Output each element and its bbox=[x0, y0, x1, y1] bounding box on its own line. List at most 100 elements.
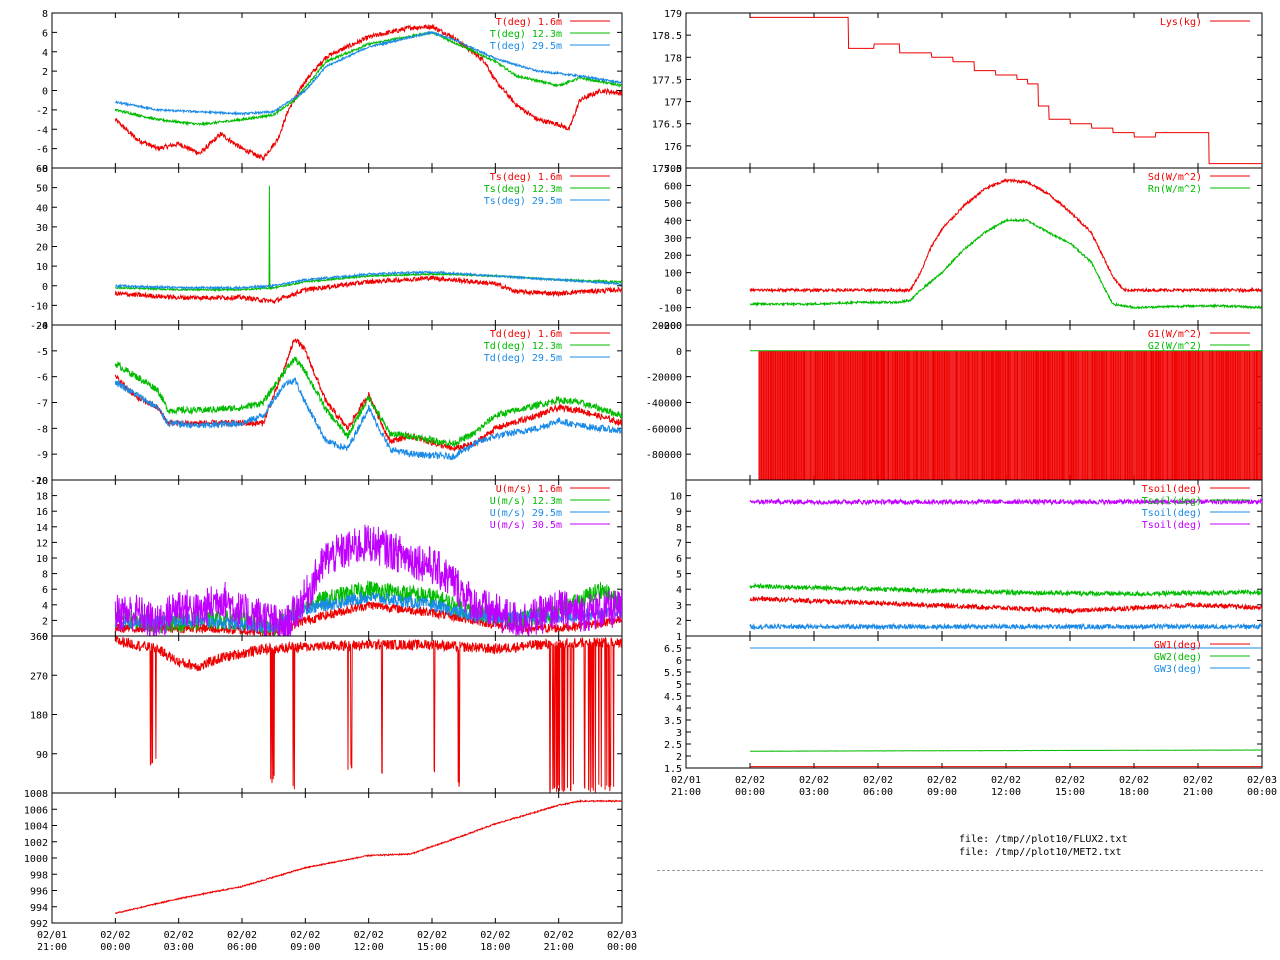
y-tick-label: 6 bbox=[676, 554, 682, 565]
y-tick-label: 1002 bbox=[24, 838, 48, 849]
series-Sd-0-line bbox=[750, 179, 1262, 291]
x-tick-label: 15:00 bbox=[417, 942, 447, 953]
series-Td-1-line bbox=[115, 357, 622, 446]
y-tick-label: 3.5 bbox=[664, 716, 682, 727]
series-Td-2-line bbox=[115, 378, 622, 460]
legend-label: Ts(deg) 29.5m bbox=[484, 196, 562, 207]
y-tick-label: 0 bbox=[42, 282, 48, 293]
panel-Td: -10-9-8-7-6-5-4Td(deg) 1.6mTd(deg) 12.3m… bbox=[30, 321, 622, 487]
x-tick-label: 02/02 bbox=[227, 930, 257, 941]
plot-frame bbox=[52, 636, 622, 793]
y-tick-label: 8 bbox=[676, 523, 682, 534]
y-tick-label: 4 bbox=[42, 48, 48, 59]
legend-label: Td(deg) 1.6m bbox=[490, 329, 562, 340]
y-tick-label: 5 bbox=[676, 680, 682, 691]
y-tick-label: 1 bbox=[676, 632, 682, 643]
y-tick-label: 8 bbox=[42, 9, 48, 20]
legend-label: Td(deg) 12.3m bbox=[484, 341, 562, 352]
series-Tsoil-2-line bbox=[750, 624, 1262, 629]
y-tick-label: -8 bbox=[36, 424, 48, 435]
y-tick-label: -2 bbox=[36, 106, 48, 117]
series-dir-0-line bbox=[115, 636, 622, 793]
y-tick-label: 176.5 bbox=[652, 120, 682, 131]
y-tick-label: -40000 bbox=[646, 399, 682, 410]
y-tick-label: 90 bbox=[36, 750, 48, 761]
y-tick-label: -100 bbox=[658, 304, 682, 315]
y-tick-label: 9 bbox=[676, 507, 682, 518]
source-files: file: /tmp//plot10/FLUX2.txtfile: /tmp//… bbox=[959, 833, 1128, 859]
x-tick-label: 06:00 bbox=[227, 942, 257, 953]
x-tick-label: 02/02 bbox=[991, 775, 1021, 786]
y-tick-label: 996 bbox=[30, 887, 48, 898]
legend-label: GW3(deg) bbox=[1154, 664, 1202, 675]
y-tick-label: 177.5 bbox=[652, 75, 682, 86]
flux-bar-block bbox=[759, 351, 1262, 480]
y-tick-label: 2.5 bbox=[664, 740, 682, 751]
y-tick-label: -6 bbox=[36, 145, 48, 156]
x-tick-label: 02/02 bbox=[354, 930, 384, 941]
y-tick-label: 8 bbox=[42, 570, 48, 581]
x-tick-label: 03:00 bbox=[164, 942, 194, 953]
series-group bbox=[750, 351, 1262, 480]
y-tick-label: 3 bbox=[676, 728, 682, 739]
y-tick-label: 1000 bbox=[24, 854, 48, 865]
series-Sd-1-line bbox=[750, 219, 1262, 308]
legend-label: Td(deg) 29.5m bbox=[484, 353, 562, 364]
x-tick-label: 12:00 bbox=[354, 942, 384, 953]
y-tick-label: 178.5 bbox=[652, 31, 682, 42]
legend-label: Tsoil(deg) bbox=[1142, 520, 1202, 531]
y-tick-label: 179 bbox=[664, 9, 682, 20]
panel-G: -80000-60000-40000-20000020000G1(W/m^2)G… bbox=[646, 321, 1262, 480]
x-tick-label: 02/02 bbox=[480, 930, 510, 941]
x-tick-label: 02/03 bbox=[607, 930, 637, 941]
y-tick-label: 2 bbox=[676, 616, 682, 627]
x-tick-label: 09:00 bbox=[290, 942, 320, 953]
x-tick-label: 02/02 bbox=[735, 775, 765, 786]
y-tick-label: 18 bbox=[36, 492, 48, 503]
legend-label: U(m/s) 30.5m bbox=[490, 520, 562, 531]
y-tick-label: 10 bbox=[36, 262, 48, 273]
x-tick-label: 02/01 bbox=[37, 930, 67, 941]
y-tick-label: 2 bbox=[42, 67, 48, 78]
series-Lys-0-line bbox=[750, 17, 1262, 163]
y-tick-label: 20 bbox=[36, 243, 48, 254]
legend-label: U(m/s) 29.5m bbox=[490, 508, 562, 519]
x-tick-label: 02/02 bbox=[863, 775, 893, 786]
legend-label: G1(W/m^2) bbox=[1148, 329, 1202, 340]
x-tick-label: 18:00 bbox=[1119, 787, 1149, 798]
y-tick-label: 300 bbox=[664, 234, 682, 245]
y-tick-label: 178 bbox=[664, 53, 682, 64]
x-tick-label: 02/02 bbox=[290, 930, 320, 941]
series-group bbox=[115, 525, 622, 644]
y-tick-label: 50 bbox=[36, 184, 48, 195]
legend-label: GW1(deg) bbox=[1154, 640, 1202, 651]
panel-Lys: 175.5176176.5177177.5178178.5179Lys(kg) bbox=[652, 9, 1262, 175]
x-tick-label: 02/03 bbox=[1247, 775, 1277, 786]
x-tick-label: 06:00 bbox=[863, 787, 893, 798]
series-Tsoil-0-line bbox=[750, 597, 1262, 614]
y-tick-label: -10 bbox=[30, 301, 48, 312]
separator-line bbox=[657, 870, 1263, 871]
y-tick-label: 6.5 bbox=[664, 644, 682, 655]
legend-label: T(deg) 1.6m bbox=[496, 17, 562, 28]
y-tick-label: 500 bbox=[664, 199, 682, 210]
y-tick-label: 3 bbox=[676, 601, 682, 612]
y-tick-label: 0 bbox=[676, 286, 682, 297]
x-tick-label: 02/02 bbox=[164, 930, 194, 941]
legend-label: GW2(deg) bbox=[1154, 652, 1202, 663]
y-tick-label: 1006 bbox=[24, 805, 48, 816]
x-tick-label: 00:00 bbox=[735, 787, 765, 798]
legend-label: G2(W/m^2) bbox=[1148, 341, 1202, 352]
panel-P: 99299499699810001002100410061008 bbox=[24, 789, 622, 930]
series-G-0-bars bbox=[759, 351, 1262, 480]
y-tick-label: 40 bbox=[36, 203, 48, 214]
y-tick-label: 400 bbox=[664, 216, 682, 227]
y-tick-label: -6 bbox=[36, 373, 48, 384]
y-tick-label: 4.5 bbox=[664, 692, 682, 703]
legend-label: T(deg) 12.3m bbox=[490, 29, 562, 40]
x-tick-label: 21:00 bbox=[1183, 787, 1213, 798]
panel-GW: 1.522.533.544.555.566.5GW1(deg)GW2(deg)G… bbox=[664, 636, 1262, 775]
legend-label: T(deg) 29.5m bbox=[490, 41, 562, 52]
series-group bbox=[750, 179, 1262, 308]
y-tick-label: 16 bbox=[36, 507, 48, 518]
